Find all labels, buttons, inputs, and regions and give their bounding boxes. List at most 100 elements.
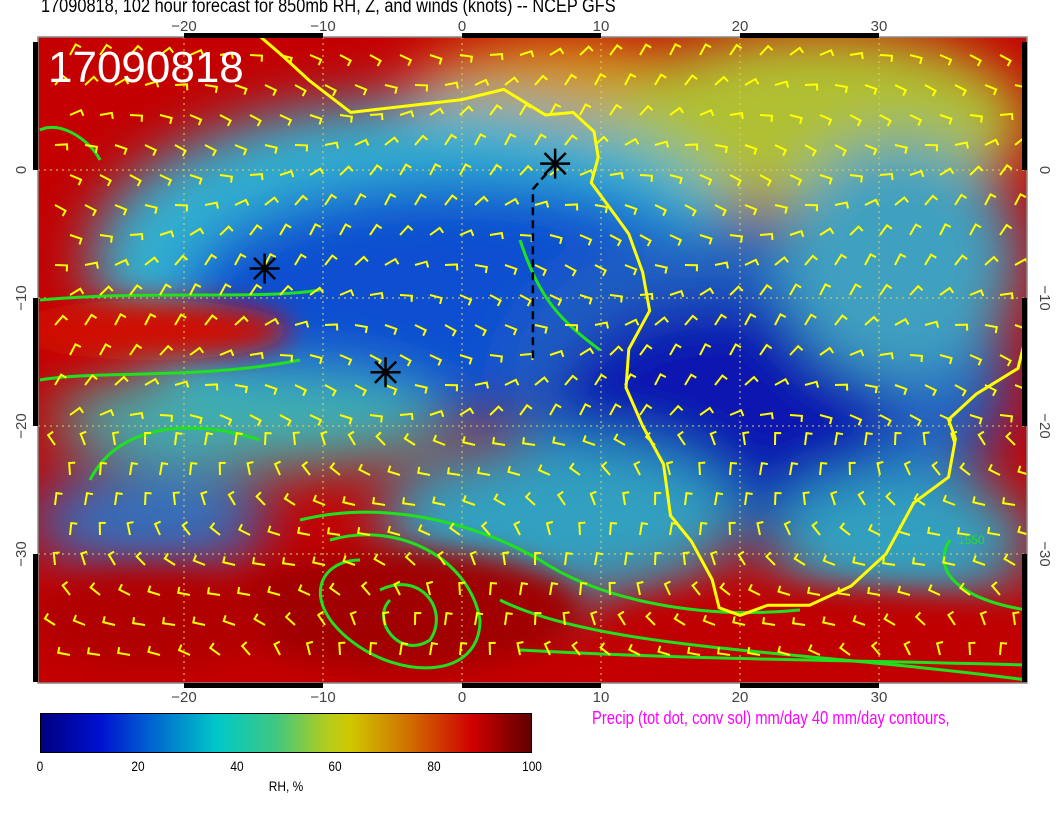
wind-barb — [793, 553, 806, 566]
wind-barb — [357, 463, 371, 476]
wind-barb — [699, 109, 715, 117]
wind-barb — [219, 174, 234, 183]
wind-barb — [69, 342, 82, 356]
wind-barb — [99, 111, 114, 120]
wind-barb — [834, 144, 848, 157]
wind-barb — [571, 641, 581, 656]
wind-barb — [999, 223, 1013, 236]
wind-barb — [309, 167, 325, 176]
map-axes: −20 −20 −10 −10 0 0 10 10 20 20 30 30 0 0 −10 −10 −20 −20… — [13, 18, 1053, 706]
wind-barb — [339, 114, 354, 123]
wind-barb — [552, 436, 566, 446]
wind-barb — [324, 193, 338, 206]
wind-barb — [954, 323, 969, 331]
wind-barb — [219, 225, 234, 236]
wind-barb — [716, 647, 731, 656]
wind-barb — [804, 431, 813, 446]
wind-barb — [909, 414, 922, 427]
wind-barb — [903, 460, 911, 476]
wind-barb — [249, 173, 264, 181]
wind-barb — [969, 165, 984, 176]
lon-tick-label: −10 — [310, 18, 335, 35]
wind-barb — [342, 496, 356, 506]
wind-barb — [492, 437, 506, 446]
wind-barb — [909, 284, 924, 296]
wind-barb — [429, 409, 445, 418]
wind-barb — [977, 430, 986, 446]
wind-barb — [54, 491, 63, 506]
wind-barb — [159, 114, 173, 125]
wind-barb — [969, 289, 985, 297]
wind-barb — [756, 521, 764, 536]
wind-barb — [969, 223, 982, 236]
wind-barb — [673, 613, 686, 626]
wind-barb — [759, 343, 773, 356]
wind-barb — [432, 434, 446, 446]
wind-barb — [654, 204, 668, 217]
wind-barb — [870, 641, 881, 656]
wind-barb — [417, 524, 431, 536]
wind-barb — [163, 552, 176, 566]
wind-barb — [729, 43, 743, 56]
wind-barb — [174, 254, 189, 266]
wind-barb — [519, 294, 532, 307]
wind-barb — [654, 372, 667, 386]
wind-barb — [777, 645, 791, 656]
wind-barb — [609, 43, 623, 56]
wind-barb — [354, 324, 368, 334]
wind-barb — [789, 46, 805, 56]
wind-barb — [384, 192, 397, 206]
lon-tick-label: 20 — [732, 689, 749, 706]
wind-barb — [624, 137, 640, 146]
wind-barb — [534, 611, 542, 626]
wind-barb — [579, 45, 594, 56]
wind-barb — [489, 354, 504, 363]
wind-barb — [1030, 355, 1041, 366]
wind-barb — [69, 521, 78, 536]
wind-barb — [132, 617, 146, 626]
wind-barb — [429, 642, 439, 656]
wind-barb — [924, 194, 939, 206]
wind-barb — [249, 114, 262, 127]
wind-barb — [549, 403, 562, 416]
wind-barb — [54, 204, 67, 217]
wind-barb — [234, 384, 248, 394]
wind-barb — [627, 643, 641, 656]
wind-barb — [429, 54, 443, 65]
wind-barb — [264, 196, 279, 206]
wind-barb — [654, 140, 670, 148]
wind-barb — [507, 465, 521, 476]
colorbar-tick-label: 100 — [522, 758, 542, 774]
wind-barb — [864, 144, 878, 156]
wind-barb — [99, 174, 112, 187]
wind-barb — [684, 264, 699, 272]
wind-barb — [338, 641, 346, 656]
wind-barb — [589, 610, 598, 626]
wind-barb — [744, 144, 758, 155]
wind-barb — [534, 200, 550, 208]
wind-barb — [759, 412, 774, 420]
wind-barb — [489, 405, 504, 416]
wind-barb — [564, 324, 579, 332]
wind-barb — [857, 490, 866, 506]
wind-barb — [699, 342, 712, 356]
wind-barb — [669, 42, 682, 56]
wind-barb — [954, 254, 968, 266]
wind-barb — [939, 354, 953, 365]
wind-barb — [399, 224, 414, 236]
wind-barb — [54, 314, 69, 326]
wind-barb — [219, 349, 235, 357]
wind-barb — [729, 285, 744, 296]
wind-barb — [579, 294, 593, 305]
wind-barb — [459, 294, 473, 306]
wind-barb — [414, 84, 429, 92]
wind-barb — [883, 613, 896, 626]
wind-barb — [849, 51, 864, 60]
wind-barb — [384, 384, 398, 396]
wind-barb — [264, 431, 272, 446]
wind-barb — [281, 557, 296, 566]
wind-barb — [744, 375, 759, 386]
wind-barb — [328, 582, 341, 596]
wind-barb — [534, 264, 548, 277]
wind-barb — [504, 611, 513, 626]
